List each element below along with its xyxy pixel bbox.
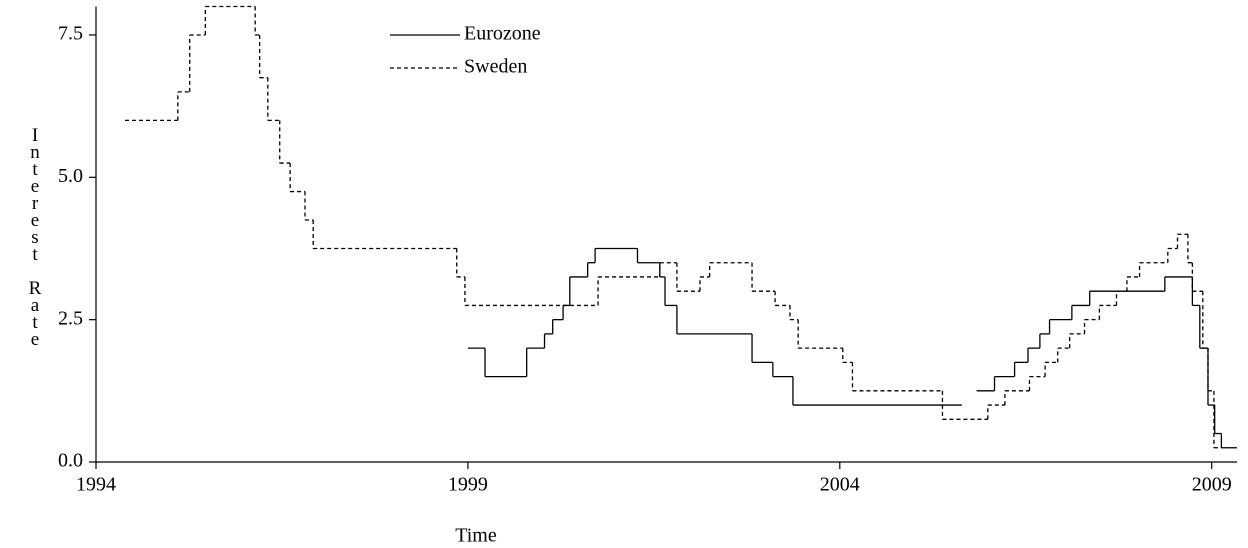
- y-tick-label: 7.5: [58, 23, 83, 45]
- y-tick-label: 0.0: [58, 450, 83, 472]
- x-tick-label: 2009: [1192, 474, 1232, 496]
- x-tick-label: 1999: [448, 474, 488, 496]
- x-axis-label: Time: [455, 525, 497, 547]
- y-tick-label: 5.0: [58, 165, 83, 187]
- legend-label: Eurozone: [464, 23, 541, 45]
- legend-label: Sweden: [464, 56, 527, 78]
- x-tick-label: 1994: [76, 474, 116, 496]
- y-tick-label: 2.5: [58, 307, 83, 329]
- y-axis-label: Interest Rate: [25, 125, 46, 346]
- x-tick-label: 2004: [820, 474, 860, 496]
